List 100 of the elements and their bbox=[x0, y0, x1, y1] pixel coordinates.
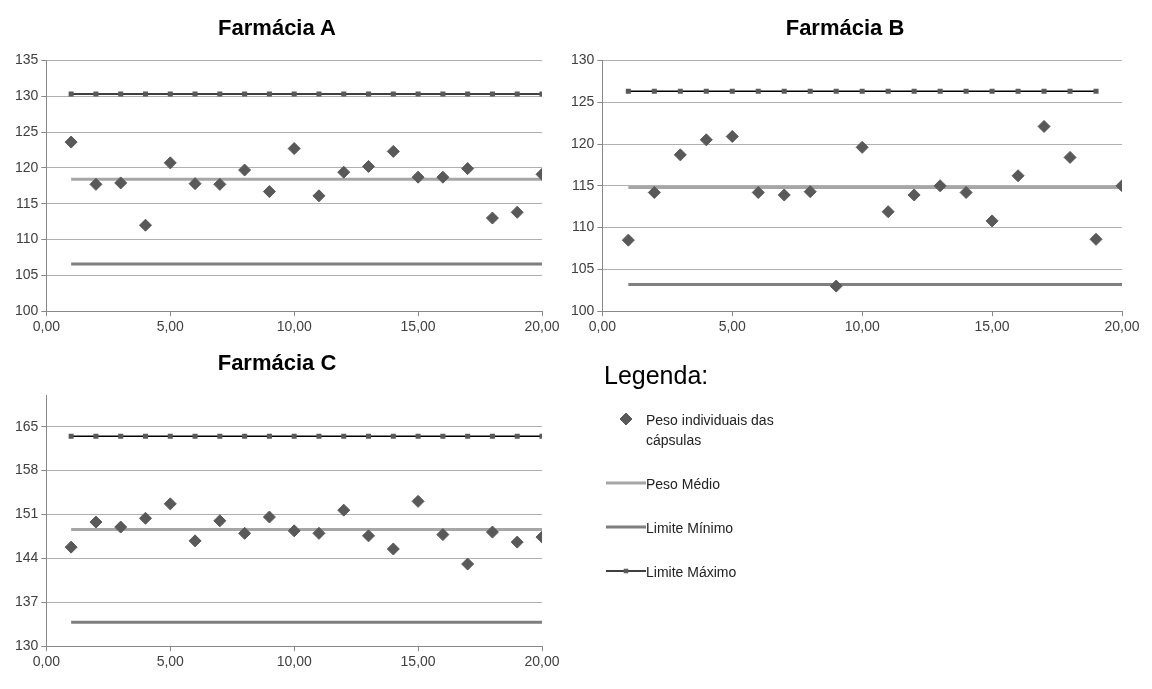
point bbox=[725, 129, 739, 143]
point bbox=[238, 526, 252, 540]
legend-label: Limite Mínimo bbox=[646, 519, 735, 538]
x-tick-label: 0,00 bbox=[32, 653, 61, 670]
point bbox=[485, 211, 499, 225]
point bbox=[647, 185, 661, 199]
point bbox=[411, 170, 425, 184]
y-tick-label: 115 bbox=[16, 194, 39, 211]
point bbox=[386, 144, 400, 158]
point bbox=[751, 185, 765, 199]
y-tick-label: 120 bbox=[15, 158, 39, 175]
y-tick-label: 125 bbox=[15, 122, 39, 139]
point bbox=[907, 188, 921, 202]
x-tick-label: 5,00 bbox=[718, 318, 747, 335]
y-tick-label: 105 bbox=[15, 266, 39, 283]
point bbox=[64, 135, 78, 149]
point bbox=[64, 540, 78, 554]
point bbox=[238, 163, 252, 177]
point bbox=[881, 205, 895, 219]
point bbox=[777, 188, 791, 202]
x-tick-label: 0,00 bbox=[588, 318, 617, 335]
y-tick-label: 100 bbox=[571, 302, 595, 319]
y-tick-label: 110 bbox=[572, 218, 595, 235]
point bbox=[959, 185, 973, 199]
point bbox=[213, 514, 227, 528]
x-tick-label: 15,00 bbox=[400, 318, 436, 335]
legend-label: Peso Médio bbox=[646, 475, 721, 494]
point bbox=[1037, 119, 1051, 133]
y-tick-label: 165 bbox=[15, 417, 39, 434]
point bbox=[485, 525, 499, 539]
y-tick-label: 105 bbox=[571, 260, 595, 277]
y-tick-label: 130 bbox=[571, 51, 595, 68]
point bbox=[985, 214, 999, 228]
point bbox=[386, 542, 400, 556]
point bbox=[312, 189, 326, 203]
x-tick-label: 10,00 bbox=[276, 653, 312, 670]
chart-title: Farmácia B bbox=[785, 15, 905, 41]
point bbox=[138, 511, 152, 525]
point bbox=[213, 177, 227, 191]
y-tick-label: 158 bbox=[15, 461, 39, 478]
x-tick-label: 15,00 bbox=[400, 653, 436, 670]
point bbox=[510, 535, 524, 549]
y-tick-label: 115 bbox=[572, 176, 595, 193]
y-tick-label: 151 bbox=[15, 505, 39, 522]
point bbox=[287, 524, 301, 538]
point bbox=[829, 279, 843, 293]
point bbox=[510, 205, 524, 219]
point bbox=[114, 520, 128, 534]
point bbox=[262, 185, 276, 199]
point bbox=[855, 140, 869, 154]
point bbox=[933, 179, 947, 193]
point bbox=[362, 159, 376, 173]
point bbox=[188, 534, 202, 548]
y-tick-label: 144 bbox=[15, 549, 39, 566]
legend-title: Legenda: bbox=[604, 361, 710, 390]
point bbox=[188, 177, 202, 191]
point bbox=[163, 497, 177, 511]
point bbox=[699, 133, 713, 147]
point bbox=[89, 177, 103, 191]
legend-label: Limite Máximo bbox=[646, 563, 738, 582]
x-tick-label: 10,00 bbox=[844, 318, 880, 335]
point bbox=[461, 557, 475, 571]
point bbox=[803, 185, 817, 199]
x-tick-label: 5,00 bbox=[156, 653, 185, 670]
y-tick-label: 135 bbox=[15, 51, 39, 68]
point bbox=[673, 148, 687, 162]
point bbox=[621, 233, 635, 247]
y-tick-label: 130 bbox=[15, 87, 39, 104]
point bbox=[287, 142, 301, 156]
y-tick-label: 110 bbox=[16, 230, 39, 247]
y-tick-label: 130 bbox=[15, 637, 39, 654]
y-tick-label: 100 bbox=[15, 302, 39, 319]
point bbox=[337, 503, 351, 517]
point bbox=[1063, 150, 1077, 164]
y-tick-label: 120 bbox=[571, 134, 595, 151]
point bbox=[337, 165, 351, 179]
y-tick-label: 137 bbox=[15, 593, 39, 610]
point bbox=[114, 176, 128, 190]
point bbox=[163, 156, 177, 170]
point bbox=[411, 494, 425, 508]
chart-title: Farmácia C bbox=[217, 350, 337, 376]
point bbox=[436, 528, 450, 542]
x-tick-label: 10,00 bbox=[276, 318, 312, 335]
y-tick-label: 125 bbox=[571, 93, 595, 110]
x-tick-label: 20,00 bbox=[524, 653, 560, 670]
legend-label: Peso individuais das cápsulas bbox=[646, 411, 775, 450]
chart-title: Farmácia A bbox=[218, 15, 336, 41]
point bbox=[461, 162, 475, 176]
point bbox=[1089, 232, 1103, 246]
point bbox=[1011, 169, 1025, 183]
point bbox=[138, 218, 152, 232]
x-tick-label: 20,00 bbox=[524, 318, 560, 335]
point bbox=[362, 529, 376, 543]
x-tick-label: 5,00 bbox=[156, 318, 185, 335]
point bbox=[436, 170, 450, 184]
x-tick-label: 20,00 bbox=[1104, 318, 1140, 335]
point bbox=[312, 526, 326, 540]
point bbox=[262, 510, 276, 524]
point bbox=[89, 515, 103, 529]
x-tick-label: 15,00 bbox=[974, 318, 1010, 335]
